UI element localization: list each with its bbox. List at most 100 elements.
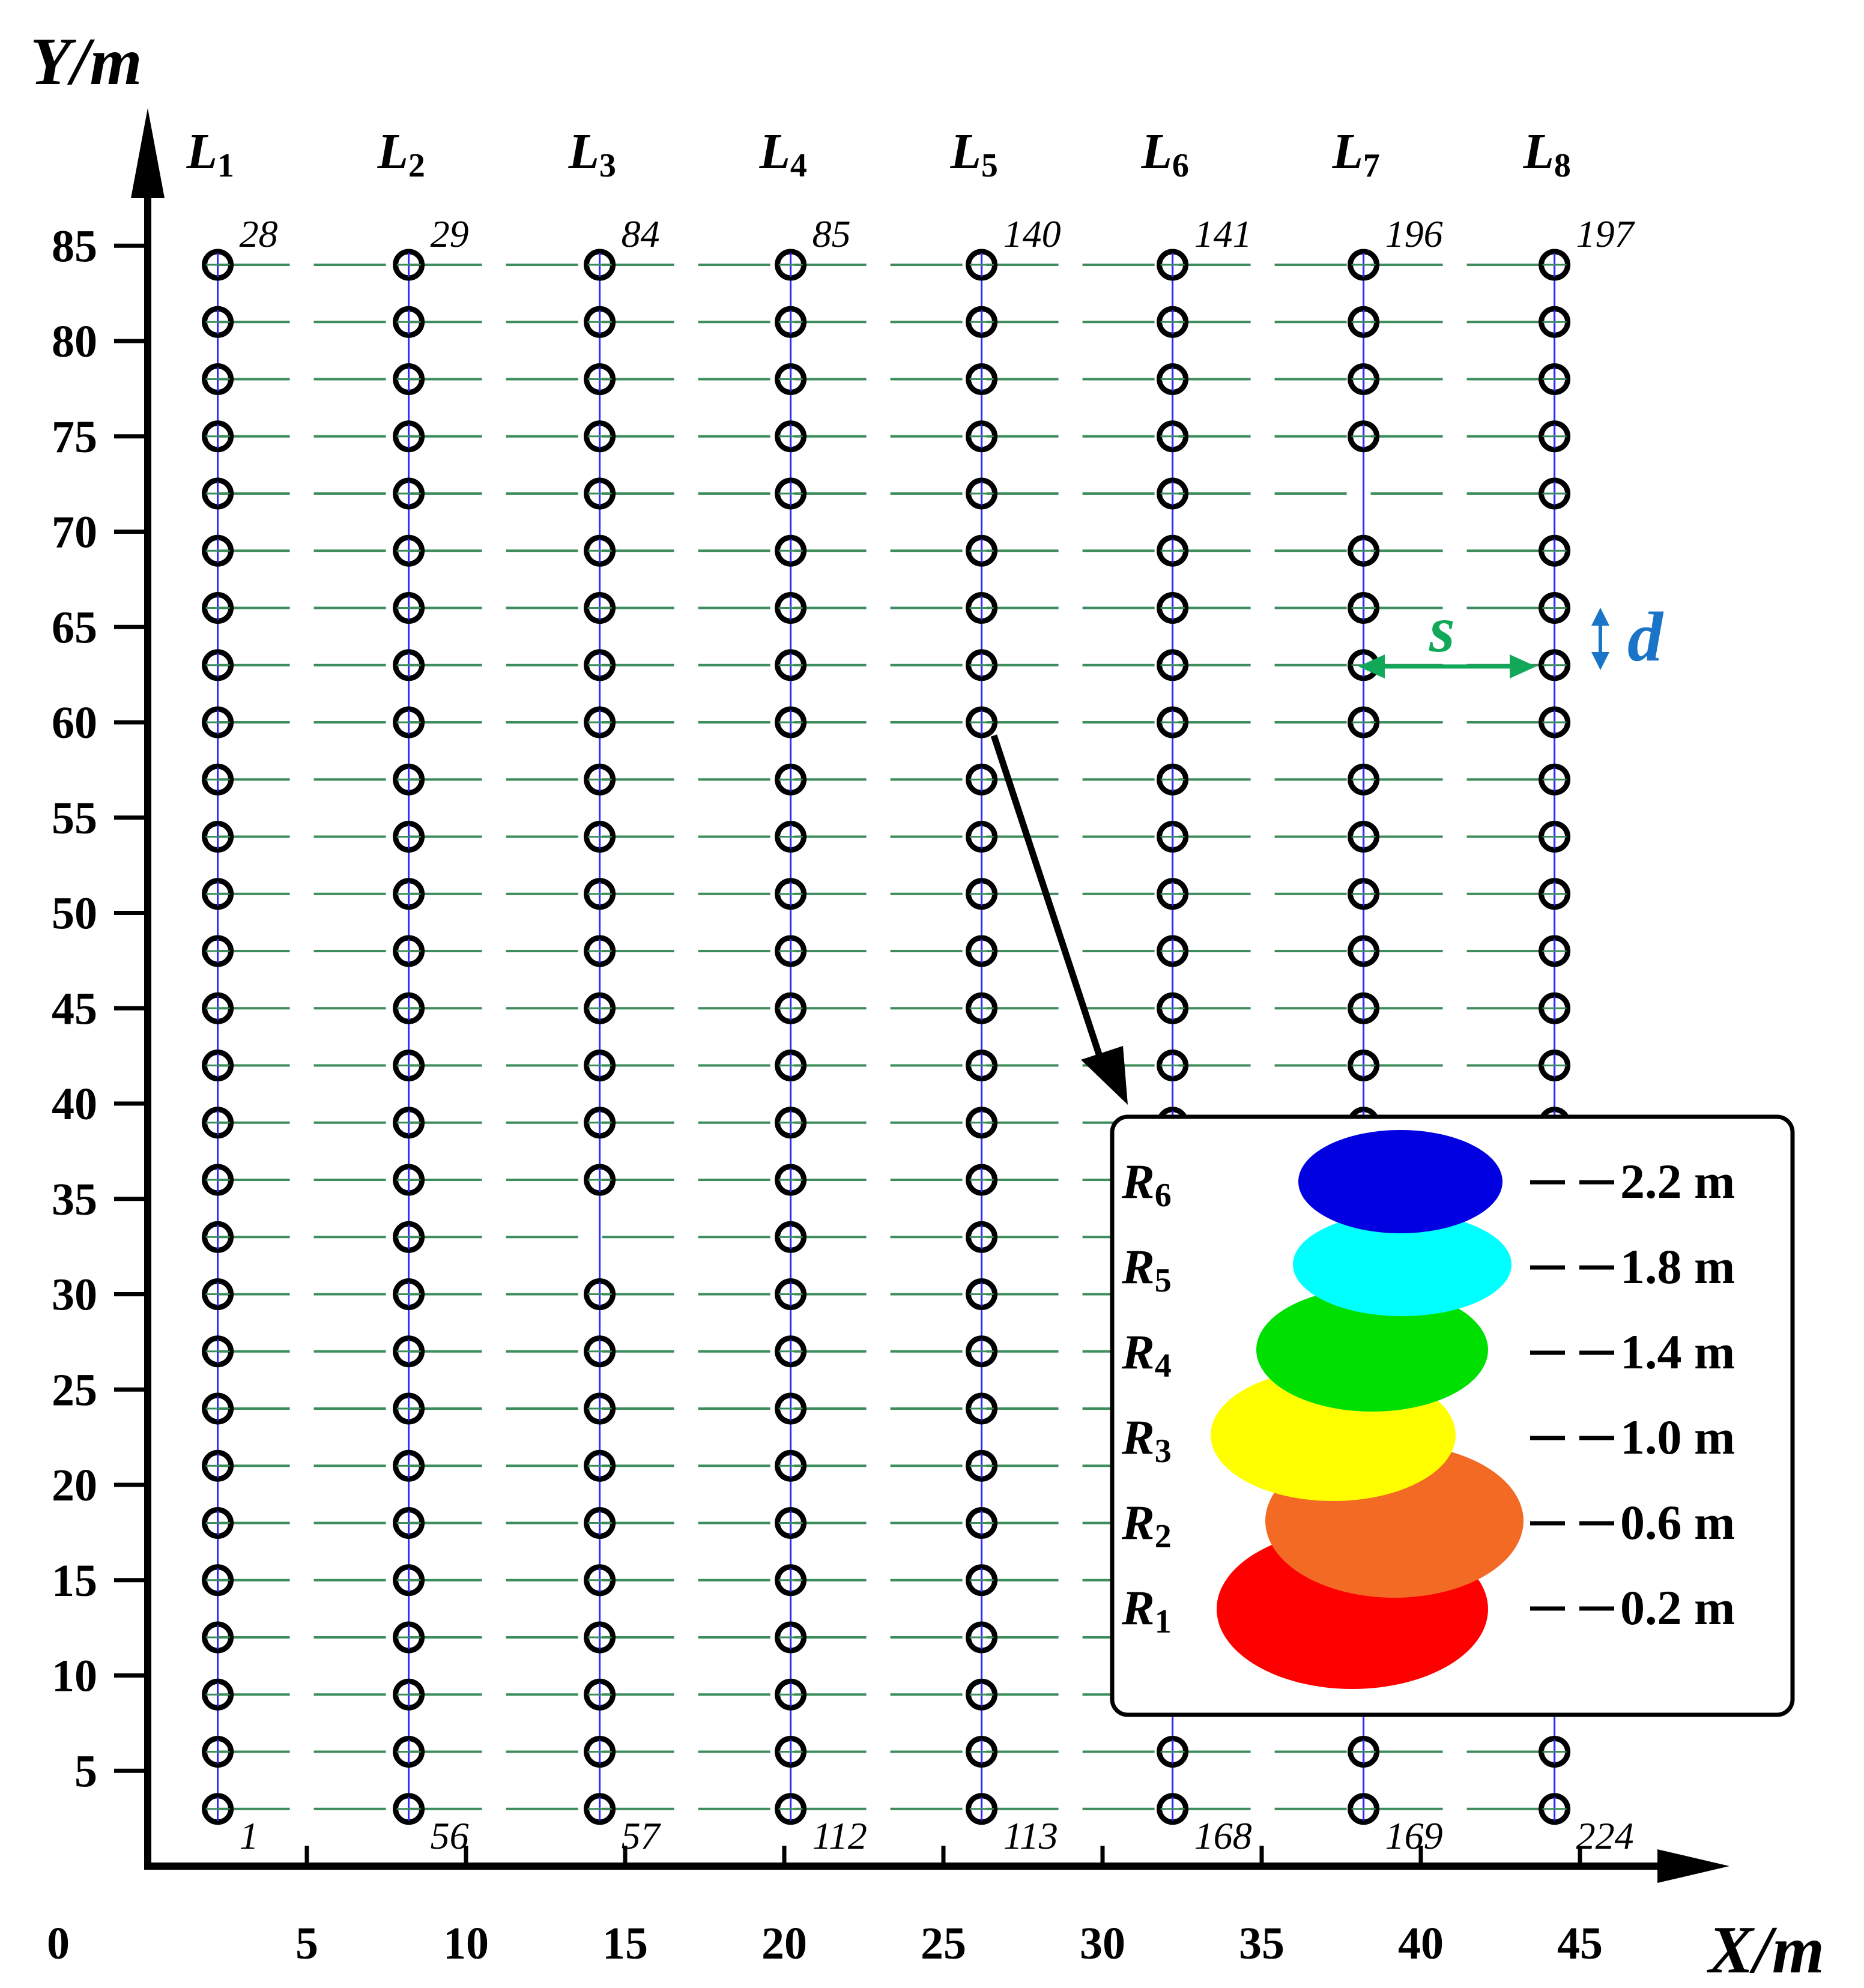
- blast-hole: [1539, 649, 1571, 681]
- blast-hole: [775, 534, 807, 567]
- pointer-arrow-line: [990, 734, 1107, 1070]
- legend-ellipses: [1211, 1130, 1524, 1689]
- y-tick-label: 75: [52, 412, 97, 462]
- blast-hole: [393, 477, 425, 510]
- line-label: L4: [759, 124, 807, 184]
- blast-hole: [584, 363, 616, 395]
- blast-hole: [584, 1793, 616, 1825]
- blast-hole: [202, 1621, 234, 1654]
- blast-hole: [966, 592, 998, 624]
- blast-hole: [1348, 763, 1380, 796]
- blast-hole: [584, 1050, 616, 1081]
- x-tick-label: 20: [761, 1918, 807, 1969]
- blast-hole: [584, 1564, 616, 1597]
- blast-hole: [584, 249, 616, 281]
- spacing-arrow-left: [1358, 654, 1385, 678]
- hole-number: 85: [812, 213, 851, 255]
- y-axis-arrowhead: [131, 108, 165, 198]
- y-tick-label: 60: [52, 698, 97, 748]
- legend-radius-value: 2.2 m: [1620, 1154, 1735, 1209]
- blast-hole: [584, 1335, 616, 1368]
- blast-hole: [584, 935, 616, 967]
- line-label: L7: [1332, 124, 1380, 184]
- blast-hole: [202, 1278, 234, 1310]
- blast-hole: [584, 763, 616, 796]
- blast-hole: [584, 821, 616, 853]
- blast-hole: [202, 878, 234, 910]
- blast-hole: [775, 1793, 807, 1825]
- blast-hole: [202, 249, 234, 281]
- blast-hole: [584, 1392, 616, 1425]
- y-tick-label: 80: [52, 316, 97, 367]
- y-tick-label: 25: [52, 1365, 97, 1415]
- blast-hole: [1348, 363, 1380, 395]
- blast-hole: [1539, 477, 1571, 510]
- blast-hole: [202, 763, 234, 796]
- blast-hole: [393, 992, 425, 1024]
- line-label: L1: [186, 124, 234, 184]
- line-label: L6: [1141, 124, 1189, 184]
- blast-hole: [202, 1564, 234, 1597]
- y-tick-label: 30: [52, 1270, 97, 1320]
- blast-holes: [202, 249, 1571, 1825]
- blast-hole: [966, 1678, 998, 1711]
- blast-hole: [393, 1221, 425, 1253]
- hole-number: 57: [622, 1814, 662, 1857]
- hole-number: 113: [1003, 1814, 1058, 1857]
- blast-hole: [393, 363, 425, 395]
- blast-hole: [584, 1507, 616, 1539]
- blast-hole: [775, 1392, 807, 1425]
- blast-hole: [775, 706, 807, 739]
- y-tick-label: 55: [52, 793, 97, 844]
- blast-hole: [1157, 992, 1189, 1024]
- blast-hole: [393, 1793, 425, 1825]
- burden-label: d: [1627, 597, 1664, 676]
- blast-hole: [1157, 878, 1189, 910]
- blast-hole: [584, 1449, 616, 1482]
- blast-hole: [1157, 763, 1189, 796]
- blast-hole: [584, 1678, 616, 1711]
- blast-hole: [584, 1107, 616, 1139]
- blast-hole: [775, 1564, 807, 1597]
- blast-hole: [393, 1449, 425, 1482]
- axes: 5 10 15 20 25 30 35 40 45 5101520253035404550556…: [30, 25, 1824, 1987]
- blast-hole: [584, 477, 616, 510]
- blast-hole: [1539, 821, 1571, 853]
- blast-hole: [202, 1164, 234, 1196]
- blast-hole: [202, 1678, 234, 1711]
- blast-hole: [775, 1678, 807, 1711]
- blast-hole: [775, 363, 807, 395]
- blast-hole: [393, 1050, 425, 1081]
- blast-hole: [1539, 1736, 1571, 1768]
- blast-hole: [202, 1507, 234, 1539]
- hole-number: 197: [1576, 213, 1636, 255]
- y-tick-label: 85: [52, 221, 97, 271]
- blast-hole: [775, 592, 807, 624]
- blast-hole: [775, 249, 807, 281]
- blast-hole: [966, 1564, 998, 1597]
- blast-hole: [1157, 420, 1189, 453]
- blast-hole: [966, 1050, 998, 1081]
- blast-hole: [393, 763, 425, 796]
- blast-hole: [966, 420, 998, 453]
- y-axis-title: Y/m: [30, 25, 142, 99]
- hole-number: 141: [1194, 213, 1252, 255]
- blast-hole: [1539, 878, 1571, 910]
- blast-hole: [1539, 592, 1571, 624]
- blast-hole: [202, 534, 234, 567]
- blast-hole: [966, 878, 998, 910]
- blast-hole: [584, 1164, 616, 1196]
- blast-hole: [1348, 935, 1380, 967]
- blast-hole: [966, 1335, 998, 1368]
- blast-hole: [1348, 878, 1380, 910]
- legend-radius-value: 1.4 m: [1620, 1325, 1735, 1379]
- blast-hole: [775, 306, 807, 338]
- blast-hole: [393, 1621, 425, 1654]
- hole-number: 112: [812, 1814, 867, 1857]
- blast-hole: [393, 1564, 425, 1597]
- blast-hole: [202, 1335, 234, 1368]
- blast-hole: [202, 649, 234, 681]
- line-label: L8: [1523, 124, 1571, 184]
